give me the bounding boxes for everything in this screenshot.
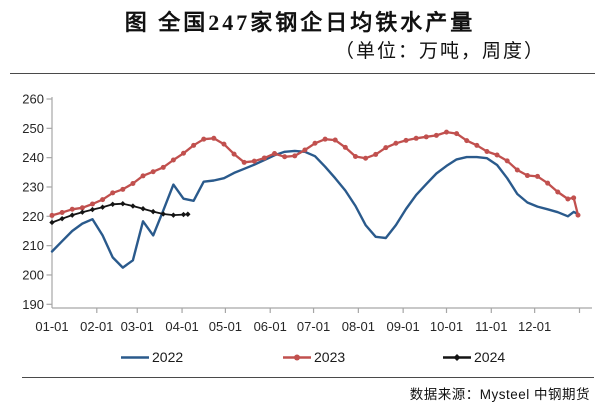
legend-item-2022: 2022 — [120, 349, 183, 365]
title-divider — [10, 73, 595, 74]
x-tick-label: 05-01 — [209, 319, 242, 334]
x-axis: 01-01 02-01 03-01 04-01 05-01 06-01 07-01 08-01… — [35, 308, 581, 334]
x-tick-label: 06-01 — [254, 319, 287, 334]
legend-swatch-2022 — [121, 355, 149, 359]
y-tick-label: 240 — [22, 150, 44, 165]
y-tick-label: 260 — [22, 92, 44, 107]
legend-swatch-2024 — [443, 353, 471, 361]
legend-label-2023: 2023 — [314, 349, 346, 365]
chart-subtitle: （单位：万吨，周度） — [334, 41, 545, 62]
y-tick-label: 230 — [22, 179, 44, 194]
y-tick-label: 220 — [22, 209, 44, 224]
y-tick-label: 210 — [22, 238, 44, 253]
series-2022 — [50, 149, 580, 269]
legend-item-2023: 2023 — [282, 349, 345, 365]
legend-label-2022: 2022 — [152, 349, 184, 365]
x-tick-label: 08-01 — [342, 319, 375, 334]
footer-divider — [22, 377, 594, 378]
data-source-note: 数据来源：Mysteel 中钢期货 — [409, 387, 590, 402]
y-tick-label: 190 — [22, 297, 44, 312]
legend-swatch-2023 — [283, 354, 311, 360]
axes — [51, 97, 592, 309]
x-tick-label: 01-01 — [35, 319, 68, 334]
series-2023 — [49, 129, 581, 218]
x-tick-label: 03-01 — [121, 319, 154, 334]
series-2024 — [49, 201, 191, 226]
x-tick-label: 12-01 — [518, 319, 551, 334]
x-tick-label: 02-01 — [80, 319, 113, 334]
y-axis: 190 200 210 220 230 240 250 260 — [22, 92, 52, 312]
legend-item-2024: 2024 — [442, 349, 505, 365]
legend-label-2024: 2024 — [474, 349, 506, 365]
page-title: 图 全国247家钢企日均铁水产量 — [124, 10, 476, 35]
x-tick-label: 07-01 — [297, 319, 330, 334]
x-tick-label: 11-01 — [475, 319, 507, 334]
series-2022-line — [50, 149, 580, 269]
x-tick-label: 09-01 — [387, 319, 420, 334]
y-tick-label: 200 — [22, 267, 44, 282]
x-tick-label: 04-01 — [165, 319, 198, 334]
legend: 2022 2023 2024 — [0, 349, 600, 369]
x-tick-label: 10-01 — [430, 319, 463, 334]
y-tick-label: 250 — [22, 121, 44, 136]
